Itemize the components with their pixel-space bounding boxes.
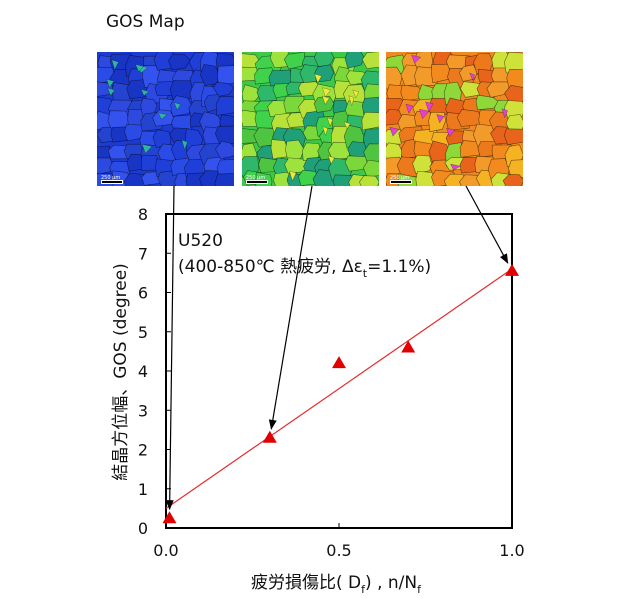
y-tick-label: 5 xyxy=(138,323,148,342)
grain-map-image xyxy=(97,52,234,186)
gos-map-green: 250 μm xyxy=(242,52,379,186)
scale-bar xyxy=(101,180,123,184)
fit-line xyxy=(165,268,513,509)
x-tick-label: 0.5 xyxy=(326,541,351,560)
x-axis-title: 疲労損傷比( Df) , n/Nf xyxy=(251,573,422,596)
data-point-triangle xyxy=(162,511,177,524)
y-axis-title: 結晶方位幅、GOS (degree) xyxy=(111,263,131,481)
grain-map-image xyxy=(242,52,379,186)
data-point-triangle xyxy=(262,430,277,443)
data-series xyxy=(162,263,519,524)
gos-map-blue: 250 μm xyxy=(97,52,234,186)
grain-map-image xyxy=(386,52,523,186)
x-axis: 0.0 0.5 1.0 xyxy=(153,523,525,560)
map-to-point-arrow xyxy=(268,185,313,430)
data-point-triangle xyxy=(505,263,519,276)
y-tick-label: 3 xyxy=(138,401,148,420)
y-tick-label: 0 xyxy=(138,519,148,538)
annotation-arrows xyxy=(165,185,509,511)
test-condition-label: (400-850℃ 熱疲労, Δεt=1.1%) xyxy=(178,257,431,280)
x-tick-label: 0.0 xyxy=(153,541,178,560)
y-tick-label: 8 xyxy=(138,205,148,224)
scale-bar xyxy=(390,180,412,184)
y-tick-label: 2 xyxy=(138,441,148,460)
x-tick-label: 1.0 xyxy=(499,541,524,560)
gos-map-orange: 250 μm xyxy=(386,52,523,186)
data-point-triangle xyxy=(401,340,416,353)
data-point-triangle xyxy=(332,356,346,369)
alloy-label: U520 xyxy=(178,231,223,251)
scale-label: 250 μm xyxy=(390,175,410,181)
scale-label: 250 μm xyxy=(246,175,266,181)
map-to-point-arrow xyxy=(465,185,509,264)
map-to-point-arrow xyxy=(165,185,175,511)
y-tick-label: 1 xyxy=(138,480,148,499)
y-tick-label: 6 xyxy=(138,284,148,303)
scale-label: 250 μm xyxy=(101,175,121,181)
y-tick-label: 4 xyxy=(138,362,148,381)
figure-title: GOS Map xyxy=(106,12,185,32)
y-tick-label: 7 xyxy=(138,244,148,263)
scale-bar xyxy=(246,180,268,184)
